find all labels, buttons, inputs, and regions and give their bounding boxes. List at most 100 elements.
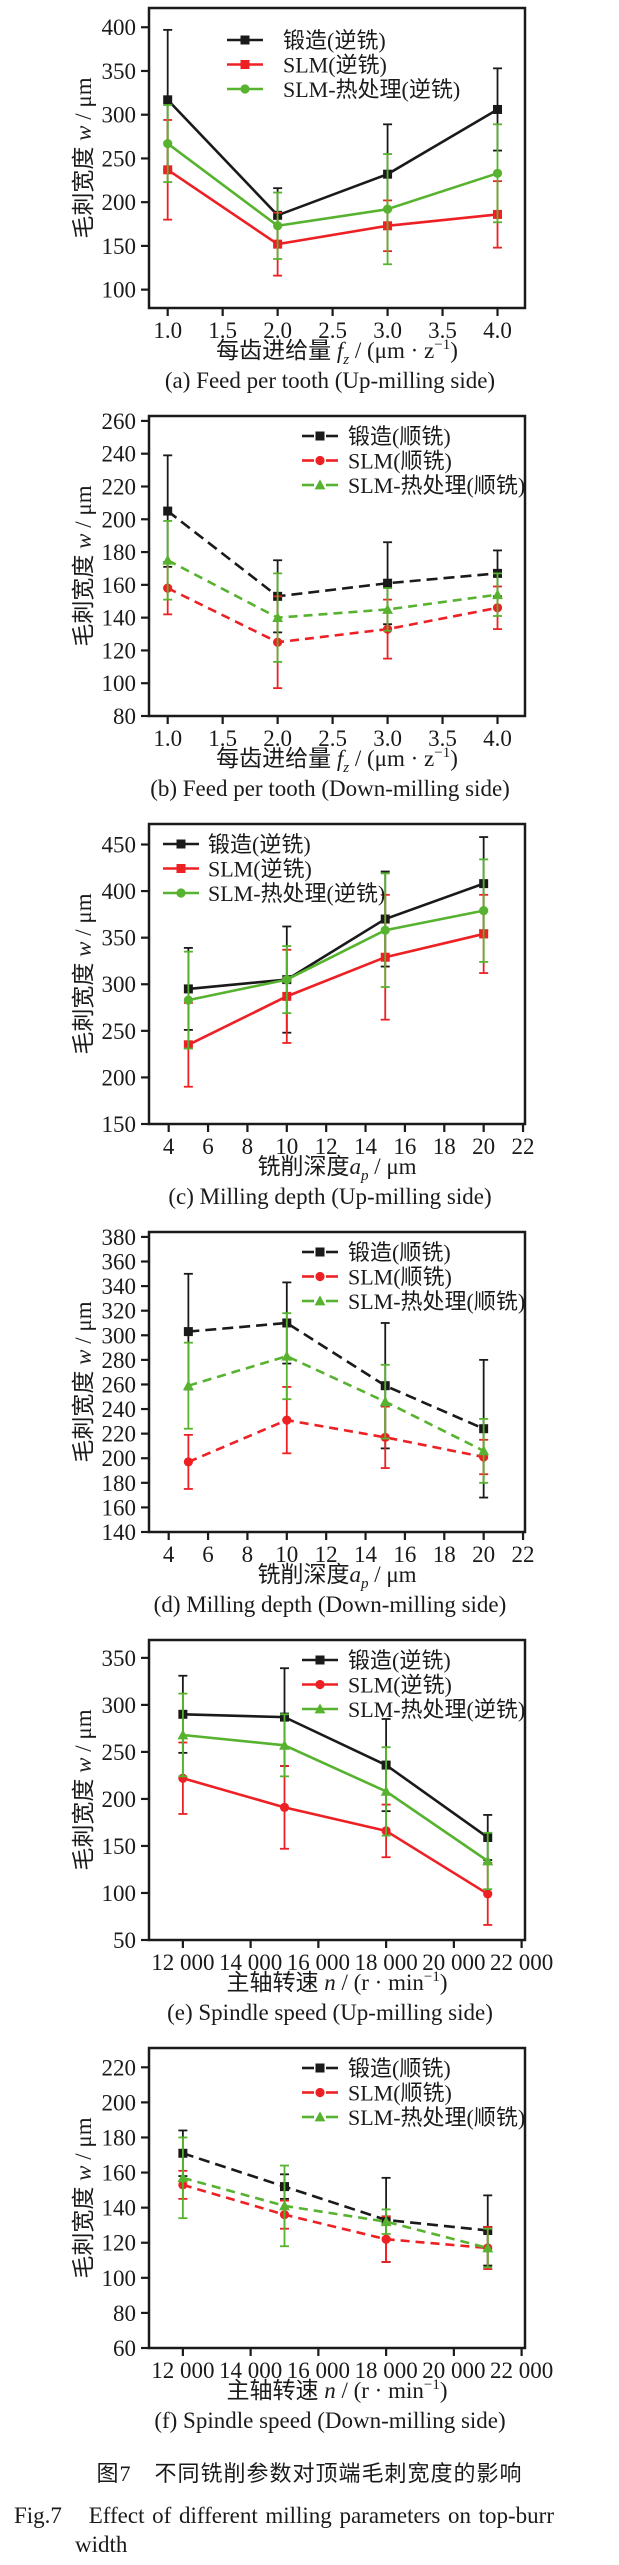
x-tick-label: 8 [242,1134,254,1159]
series-slm-ht [183,858,489,1050]
x-tick-label: 2.5 [318,318,347,343]
y-axis-label: 毛刺宽度 w / μm [71,2117,96,2278]
data-point [492,168,503,178]
legend-label: SLM(逆铣) [208,857,312,882]
data-point [282,974,292,985]
chart-block-b: 80 100 120 140 160 180 200 220 240 260 1.0 1.5 2.0 2.… [0,408,619,816]
series-line [188,882,485,991]
legend-marker [315,455,325,466]
y-tick-label: 180 [102,2125,137,2150]
chart-block-c: 150 200 250 300 350 400 450 4 6 8 10 12 14 16 18 20 22 毛刺… [0,816,619,1224]
legend-item-forged: 锻造(逆铣) [227,28,386,53]
legend-item-slm: SLM(顺铣) [302,1265,452,1290]
y-tick-label: 200 [102,190,137,215]
legend: 锻造(逆铣)SLM(逆铣)SLM-热处理(逆铣) [302,1648,525,1722]
x-tick-label: 14 [354,1134,378,1159]
x-tick-label: 14 [354,1542,378,1567]
data-point [279,1802,290,1812]
legend-item-slm-ht: SLM-热处理(逆铣) [302,1697,525,1722]
y-tick-label: 200 [102,507,137,532]
y-tick-label: 120 [102,2231,137,2256]
legend-label: 锻造(顺铣) [348,2056,451,2081]
y-tick-label: 100 [102,278,137,303]
plot-border [147,1230,527,1534]
legend-item-slm: SLM(顺铣) [302,2081,452,2106]
x-tick-label: 12 [315,1134,338,1159]
legend-item-slm-ht: SLM-热处理(顺铣) [302,2105,525,2130]
legend-label: SLM(顺铣) [348,1265,452,1290]
chart-caption: (e) Spindle speed (Up-milling side) [167,2000,493,2025]
x-tick-label: 12 [315,1542,338,1567]
legend-item-slm: SLM(逆铣) [227,53,387,78]
x-axis-label: 铣削深度ap / μm [257,1562,416,1592]
y-tick-label: 320 [102,1299,137,1324]
x-tick-label: 4.0 [483,318,512,343]
data-point [379,1396,391,1407]
legend-marker [176,864,186,873]
data-point [272,612,284,623]
legend-marker [314,2111,326,2122]
y-tick-label: 100 [102,1881,137,1906]
y-tick-label: 50 [113,1928,136,1953]
series-line [166,98,499,217]
y-tick-label: 220 [102,474,137,499]
y-tick-label: 250 [102,1740,137,1765]
x-tick-label: 22 [512,1134,535,1159]
legend-marker [176,888,186,898]
x-tick-label: 16 000 [287,1950,350,1975]
x-tick-label: 18 [433,1542,456,1567]
x-axis-label: 铣削深度ap / μm [257,1154,416,1184]
data-point [493,104,503,114]
x-tick-label: 1.5 [208,318,237,343]
y-axis: 150 200 250 300 350 400 450 [102,832,149,1137]
x-tick-label: 1.0 [153,318,182,343]
y-axis: 80 100 120 140 160 180 200 220 240 260 [102,409,149,729]
y-tick-label: 220 [102,2055,137,2080]
data-point [492,589,503,600]
legend-marker [315,1655,325,1665]
legend-marker [315,431,325,441]
data-point [163,95,173,105]
x-tick-label: 1.5 [208,726,237,751]
y-tick-label: 280 [102,1348,137,1373]
legend-item-forged: 锻造(顺铣) [302,424,451,449]
data-point [163,138,173,149]
legend: 锻造(逆铣)SLM(逆铣)SLM-热处理(逆铣) [227,28,460,102]
y-tick-label: 140 [102,2196,137,2221]
y-tick-label: 160 [102,1495,137,1520]
data-point [282,1415,292,1425]
y-tick-label: 150 [102,234,137,259]
y-tick-label: 400 [102,879,137,904]
series-line [187,932,484,1046]
y-tick-label: 140 [102,606,137,631]
x-tick-label: 20 000 [422,1950,485,1975]
legend-item-forged: 锻造(逆铣) [302,1648,451,1673]
series-line [166,142,498,228]
legend-item-slm-ht: SLM-热处理(顺铣) [302,1289,525,1314]
plot-border [147,1638,527,1942]
y-tick-label: 160 [102,2161,137,2186]
legend-item-slm-ht: SLM-热处理(逆铣) [227,77,460,102]
plot-border [147,414,527,718]
data-point [182,1380,194,1391]
x-tick-label: 12 000 [151,2358,214,2383]
legend-label: 锻造(逆铣) [208,832,311,857]
figure-caption-en-line1: Fig.7 Effect of different milling parame… [14,2503,554,2528]
y-tick-label: 350 [102,59,137,84]
x-axis: 12 000 14 000 16 000 18 000 20 000 22 000 [151,1940,553,1975]
chart-caption: (b) Feed per tooth (Down-milling side) [150,776,510,801]
legend-item-slm: SLM(逆铣) [163,857,312,882]
x-tick-label: 22 [512,1542,535,1567]
data-point [479,906,489,916]
data-point [177,2172,189,2183]
x-tick-label: 22 000 [490,2358,553,2383]
legend-marker [240,35,250,45]
y-tick-label: 150 [102,1834,137,1859]
data-point [183,1327,193,1337]
x-tick-label: 2.5 [318,726,347,751]
plot-border [147,822,527,1126]
data-point [273,221,283,231]
legend-marker [315,1271,325,1282]
legend-item-slm: SLM(顺铣) [302,449,452,474]
